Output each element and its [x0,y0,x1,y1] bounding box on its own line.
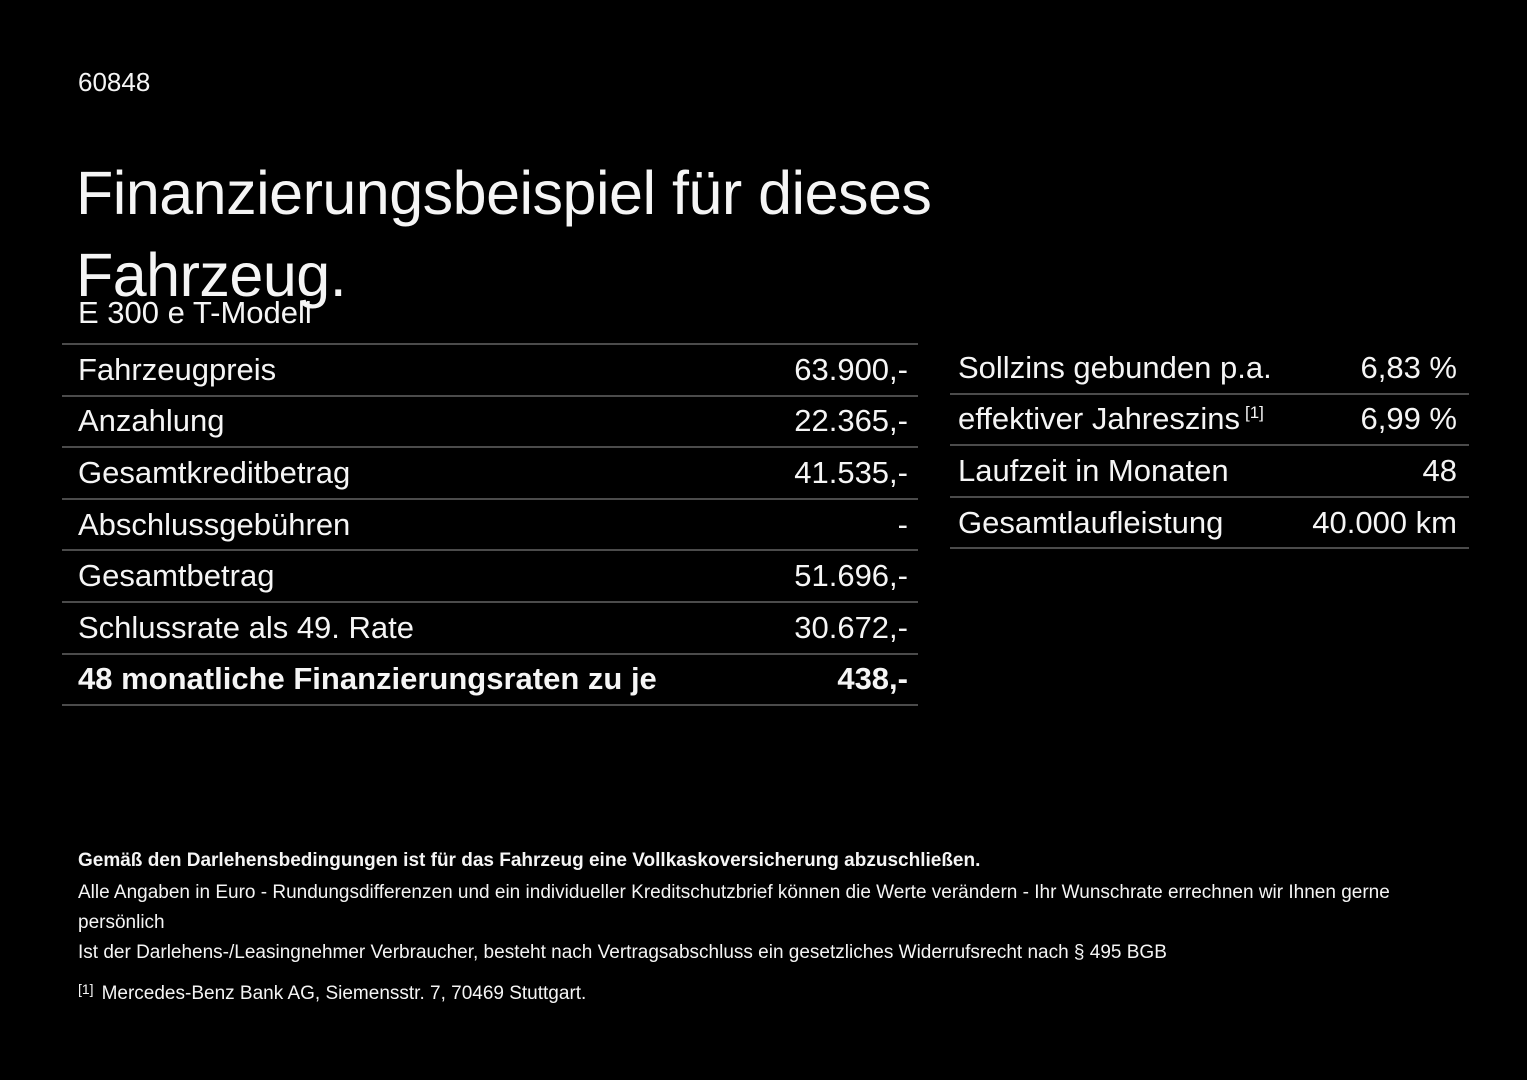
table-row: effektiver Jahreszins [1] 6,99 % [950,395,1469,447]
withdrawal-note: Ist der Darlehens-/Leasingnehmer Verbrau… [78,942,1167,963]
row-value: 51.696,- [794,558,908,594]
row-value: 63.900,- [794,351,908,387]
footnote-reference: [1] [1245,403,1264,423]
legal-footer: Gemäß den Darlehensbedingungen ist für d… [78,846,1478,1009]
page-title: Finanzierungsbeispiel für dieses Fahrzeu… [76,158,932,309]
footnote-text: Mercedes-Benz Bank AG, Siemensstr. 7, 70… [101,983,587,1004]
conditions-table: Sollzins gebunden p.a. 6,83 % effektiver… [950,343,1469,550]
row-label: Abschlussgebühren [78,506,351,542]
row-value: 6,83 % [1360,349,1457,385]
row-value: 30.672,- [794,609,908,645]
row-value: 48 [1422,452,1457,488]
row-label: Gesamtlaufleistung [958,504,1224,540]
footnote-marker: [1] [78,981,94,997]
table-row: Fahrzeugpreis 63.900,- [62,345,918,397]
rounding-note: Alle Angaben in Euro - Rundungsdifferenz… [78,882,1390,933]
row-label: Laufzeit in Monaten [958,452,1229,488]
row-value: 40.000 km [1312,504,1457,540]
row-label: Sollzins gebunden p.a. [958,349,1272,385]
table-row: Anzahlung 22.365,- [62,397,918,449]
finance-tables-section: Fahrzeugpreis 63.900,- Anzahlung 22.365,… [62,343,1469,707]
table-row: Gesamtkreditbetrag 41.535,- [62,448,918,500]
row-label: effektiver Jahreszins [1] [958,401,1264,437]
table-row: 48 monatliche Finanzierungsraten zu je 4… [62,655,918,707]
table-row: Sollzins gebunden p.a. 6,83 % [950,343,1469,395]
finance-table: Fahrzeugpreis 63.900,- Anzahlung 22.365,… [62,343,918,707]
row-label: Gesamtkreditbetrag [78,454,351,490]
row-label: Schlussrate als 49. Rate [78,609,415,645]
row-value: 6,99 % [1360,401,1457,437]
row-value: 22.365,- [794,403,908,439]
bank-footnote: [1] Mercedes-Benz Bank AG, Siemensstr. 7,… [78,974,1478,1009]
model-name: E 300 e T-Modell [78,295,312,330]
row-label: Anzahlung [78,403,225,439]
table-row: Abschlussgebühren - [62,500,918,552]
table-row: Schlussrate als 49. Rate 30.672,- [62,603,918,655]
insurance-note: Gemäß den Darlehensbedingungen ist für d… [78,850,981,871]
row-value: 41.535,- [794,454,908,490]
row-value: 438,- [837,661,908,697]
row-value: - [897,506,908,542]
table-row: Laufzeit in Monaten 48 [950,446,1469,498]
row-label: Gesamtbetrag [78,558,275,594]
row-label: Fahrzeugpreis [78,351,277,387]
row-label: 48 monatliche Finanzierungsraten zu je [78,661,657,697]
table-row: Gesamtlaufleistung 40.000 km [950,498,1469,550]
doc-number: 60848 [78,67,151,97]
table-row: Gesamtbetrag 51.696,- [62,551,918,603]
